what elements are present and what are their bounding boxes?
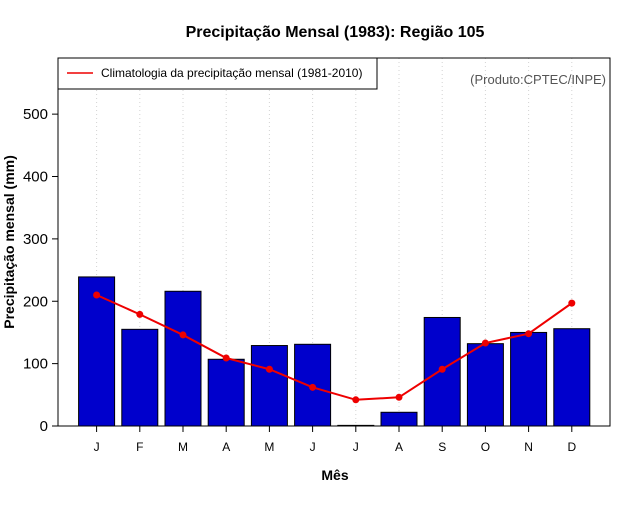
- x-tick-label: M: [178, 440, 188, 454]
- chart-title: Precipitação Mensal (1983): Região 105: [186, 24, 485, 41]
- legend-box: [57, 57, 378, 90]
- x-tick-label: F: [136, 440, 143, 454]
- climatology-point-5: [265, 365, 273, 373]
- x-tick-label: N: [524, 440, 533, 454]
- bars-group: [78, 276, 591, 427]
- climatology-line-group: [93, 291, 576, 404]
- y-tick-label: 100: [23, 356, 48, 373]
- bar-2: [121, 328, 159, 427]
- y-tick-label: 300: [23, 231, 48, 248]
- climatology-point-2: [136, 310, 144, 318]
- climatology-point-9: [438, 365, 446, 373]
- climatology-point-10: [481, 339, 489, 347]
- x-tick-label: J: [353, 440, 359, 454]
- climatology-point-11: [525, 330, 533, 338]
- y-tick-label: 400: [23, 169, 48, 186]
- y-axis-label: Precipitação mensal (mm): [1, 155, 17, 329]
- y-tick-label: 500: [23, 106, 48, 123]
- x-tick-label: A: [222, 440, 230, 454]
- climatology-point-8: [395, 393, 403, 401]
- y-tick-label: 0: [40, 418, 48, 435]
- x-tick-label: D: [567, 440, 576, 454]
- x-tick-label: J: [310, 440, 316, 454]
- x-tick-label: J: [94, 440, 100, 454]
- product-credit: (Produto:CPTEC/INPE): [470, 72, 606, 87]
- y-tick-label: 200: [23, 293, 48, 310]
- bar-5: [250, 345, 288, 427]
- climatology-point-3: [179, 331, 187, 339]
- grid-lines: [96, 58, 573, 426]
- climatology-point-1: [93, 291, 101, 299]
- climatology-line: [96, 294, 573, 401]
- legend-label-climatology: Climatologia da precipitação mensal (198…: [101, 66, 362, 80]
- x-tick-label: O: [481, 440, 490, 454]
- bar-1: [78, 276, 116, 427]
- legend: Climatologia da precipitação mensal (198…: [57, 57, 378, 90]
- x-tick-label: S: [438, 440, 446, 454]
- bar-3: [164, 290, 202, 427]
- bar-11: [510, 331, 548, 427]
- y-axis: 0 100 200 300 400 500: [23, 106, 58, 435]
- x-tick-label: M: [264, 440, 274, 454]
- climatology-point-12: [568, 299, 576, 307]
- bar-10: [466, 343, 504, 427]
- bar-4: [207, 358, 245, 427]
- climatology-point-6: [309, 383, 317, 391]
- x-tick-label: A: [395, 440, 403, 454]
- climatology-point-7: [352, 396, 360, 404]
- x-axis-label: Mês: [321, 467, 348, 483]
- climatology-point-4: [222, 354, 230, 362]
- bar-12: [553, 328, 591, 427]
- bar-8: [380, 411, 418, 427]
